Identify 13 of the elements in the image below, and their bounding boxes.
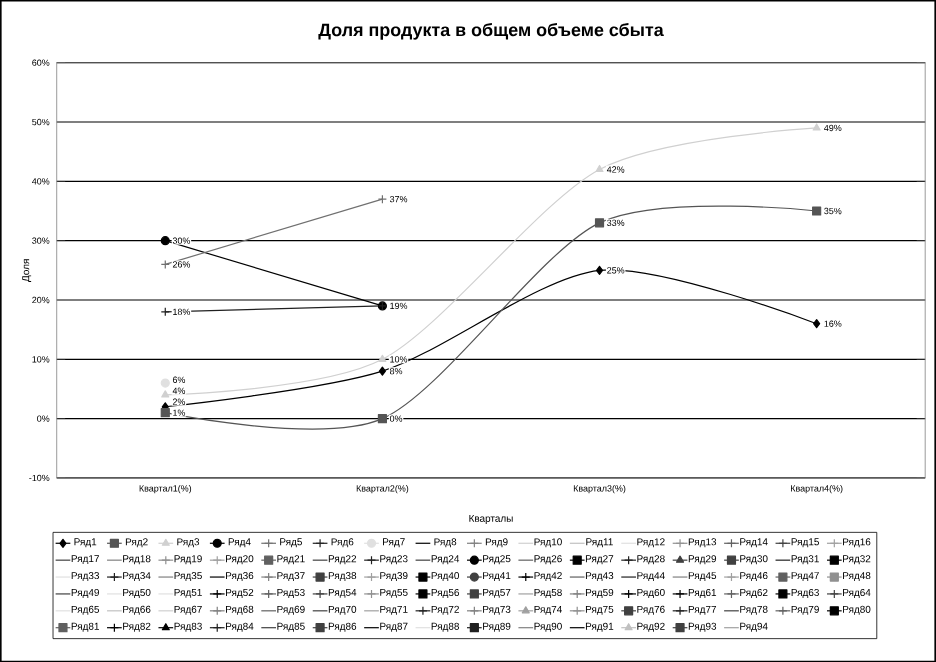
point [160,378,170,388]
point [378,366,386,376]
point [595,265,604,275]
point [595,164,604,172]
chart-title: Доля продукта в общем объеме сбыта [318,22,664,40]
point [378,354,387,362]
point [377,413,387,424]
point [813,318,821,329]
point [160,407,170,418]
point [812,123,821,131]
point [812,206,822,216]
point [160,235,170,246]
point [594,218,605,228]
